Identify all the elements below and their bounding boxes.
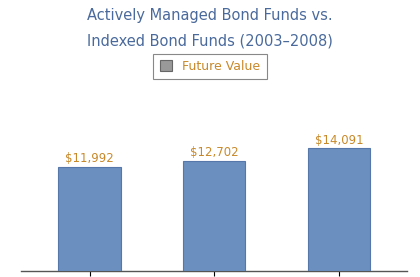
- Text: $14,091: $14,091: [315, 134, 363, 147]
- Text: $11,992: $11,992: [65, 152, 114, 165]
- Legend: Future Value: Future Value: [153, 54, 267, 79]
- Bar: [58, 167, 121, 271]
- Bar: [183, 161, 245, 271]
- Text: Indexed Bond Funds (2003–2008): Indexed Bond Funds (2003–2008): [87, 33, 333, 48]
- Bar: [308, 148, 370, 271]
- Text: $12,702: $12,702: [190, 146, 239, 159]
- Text: Actively Managed Bond Funds vs.: Actively Managed Bond Funds vs.: [87, 8, 333, 23]
